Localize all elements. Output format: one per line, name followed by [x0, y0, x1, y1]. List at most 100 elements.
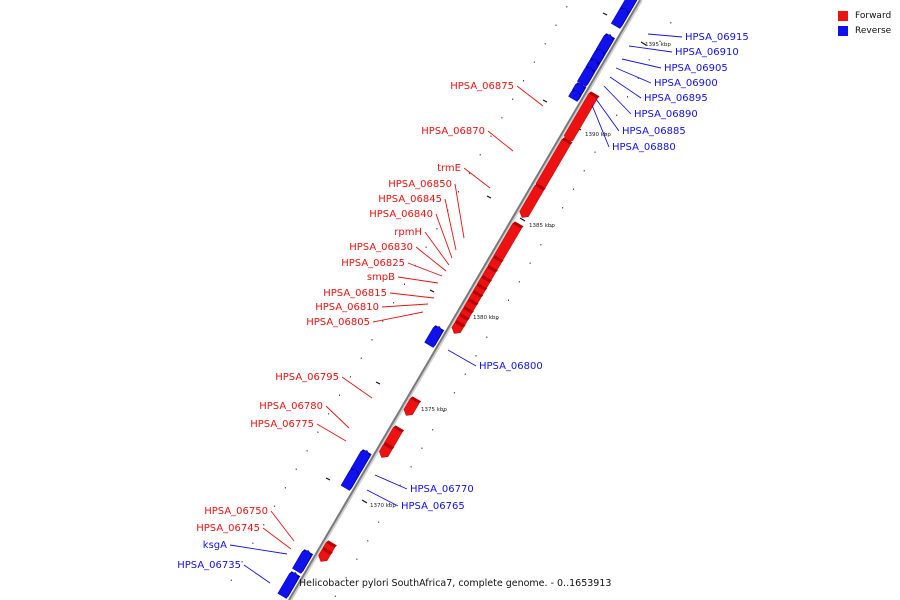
label-hpsa-06775: HPSA_06775	[250, 419, 314, 430]
minor-tick	[572, 188, 574, 190]
label-hpsa-06850: HPSA_06850	[388, 179, 452, 190]
minor-tick	[583, 170, 585, 172]
label-hpsa-06915: HPSA_06915	[685, 32, 749, 43]
scale-tick	[429, 289, 435, 293]
scale-label: 1390 kbp	[585, 132, 611, 138]
minor-tick	[382, 320, 384, 322]
minor-tick	[378, 521, 380, 523]
label-hpsa-06910-leader	[628, 45, 673, 53]
minor-tick	[263, 524, 265, 526]
minor-tick	[475, 355, 477, 357]
minor-ticks	[230, 6, 672, 597]
minor-tick	[295, 468, 297, 470]
label-hpsa-06735: HPSA_06735	[177, 560, 241, 571]
label-hpsa-06915-leader	[647, 33, 683, 38]
minor-tick	[317, 431, 319, 433]
minor-tick	[345, 577, 347, 579]
label-hpsa-06825-leader	[407, 262, 443, 277]
label-hpsa-06770: HPSA_06770	[410, 484, 474, 495]
minor-tick	[562, 207, 564, 209]
minor-tick	[334, 595, 336, 597]
minor-tick	[421, 447, 423, 449]
gene-ksga-feature	[292, 550, 312, 574]
minor-tick	[464, 373, 466, 375]
scale-ticks: 1395 kbp 1390 kbp 1385 kbp 1380 kbp 1375 kbp…	[325, 12, 671, 509]
minor-tick	[367, 540, 369, 542]
label-hpsa-06850-leader	[454, 183, 465, 239]
scale-tick	[325, 477, 331, 481]
label-hpsa-06815-leader	[389, 292, 435, 299]
gene-hpsa-06825-shade	[472, 290, 484, 298]
label-hpsa-06805-leader	[372, 311, 424, 323]
backbone-line	[288, 0, 641, 600]
label-hpsa-06800: HPSA_06800	[479, 361, 543, 372]
minor-tick	[540, 244, 542, 246]
minor-tick	[512, 98, 514, 100]
label-hpsa-06765: HPSA_06765	[401, 501, 465, 512]
minor-tick	[479, 154, 481, 156]
minor-tick	[241, 561, 243, 563]
label-hpsa-06750: HPSA_06750	[204, 506, 268, 517]
gene-hpsa-06875-shade	[588, 91, 600, 99]
label-hpsa-06880-leader	[591, 104, 610, 148]
gene-labels: HPSA_06875 HPSA_06870 trmE HPSA_06850 HPSA_0…	[177, 32, 749, 571]
minor-tick	[356, 558, 358, 560]
legend-forward-label: Forward	[855, 10, 892, 21]
minor-tick	[436, 228, 438, 230]
minor-tick	[637, 77, 639, 79]
gene-hpsa-06850-shade	[512, 221, 524, 229]
label-rpmh: rpmH	[394, 227, 422, 238]
label-ksga: ksgA	[203, 540, 227, 551]
gene-hpsa-06775-shade	[383, 442, 395, 450]
minor-tick	[533, 61, 535, 63]
label-hpsa-06910: HPSA_06910	[675, 47, 739, 58]
label-hpsa-06890: HPSA_06890	[634, 109, 698, 120]
gene-hpsa-06765-feature	[340, 469, 359, 491]
label-hpsa-06830-leader	[415, 246, 447, 272]
label-leaders	[229, 33, 683, 584]
minor-tick	[551, 225, 553, 227]
gene-hpsa-06800-feature	[424, 326, 443, 348]
minor-tick	[410, 466, 412, 468]
label-hpsa-06810: HPSA_06810	[315, 302, 379, 313]
label-hpsa-06890-leader	[603, 85, 632, 115]
scale-tick	[361, 499, 368, 504]
gene-hpsa-06750-shade	[326, 540, 337, 548]
minor-tick	[404, 283, 405, 285]
minor-tick	[339, 394, 340, 396]
label-smpb: smpB	[367, 272, 395, 283]
label-hpsa-06875-leader	[516, 85, 544, 107]
scale-tick	[640, 41, 647, 46]
gene-hpsa-06805-feature	[451, 322, 464, 334]
minor-tick	[529, 262, 531, 264]
gene-smpb-shade	[467, 298, 479, 306]
gene-hpsa-06870-shade	[561, 137, 573, 145]
label-hpsa-06840-leader	[435, 213, 453, 259]
minor-tick	[627, 96, 628, 98]
label-hpsa-06885-leader	[595, 98, 620, 132]
minor-tick	[230, 579, 232, 581]
label-hpsa-06870: HPSA_06870	[421, 126, 485, 137]
legend-item-reverse: Reverse	[838, 23, 891, 38]
legend-reverse-label: Reverse	[855, 25, 892, 36]
scale-tick	[375, 381, 381, 385]
minor-tick	[497, 318, 499, 320]
label-hpsa-06795: HPSA_06795	[275, 372, 339, 383]
scale-label: 1370 kbp	[370, 503, 396, 509]
gene-hpsa-06770-feature	[349, 450, 370, 475]
minor-tick	[508, 299, 509, 301]
minor-tick	[328, 413, 330, 415]
minor-tick	[425, 246, 427, 248]
minor-tick	[566, 6, 568, 8]
label-hpsa-06845: HPSA_06845	[378, 194, 442, 205]
label-hpsa-06880: HPSA_06880	[612, 142, 676, 153]
gene-hpsa-06810-shade	[458, 313, 470, 321]
gene-hpsa-06915-feature	[610, 8, 629, 29]
minor-tick	[284, 487, 286, 489]
gene-hpsa-06840-shade	[486, 265, 498, 273]
minor-tick	[274, 505, 276, 507]
label-hpsa-06905-leader	[621, 58, 662, 69]
label-hpsa-06815: HPSA_06815	[323, 288, 387, 299]
label-smpb-leader	[397, 276, 439, 284]
minor-tick	[371, 339, 373, 341]
